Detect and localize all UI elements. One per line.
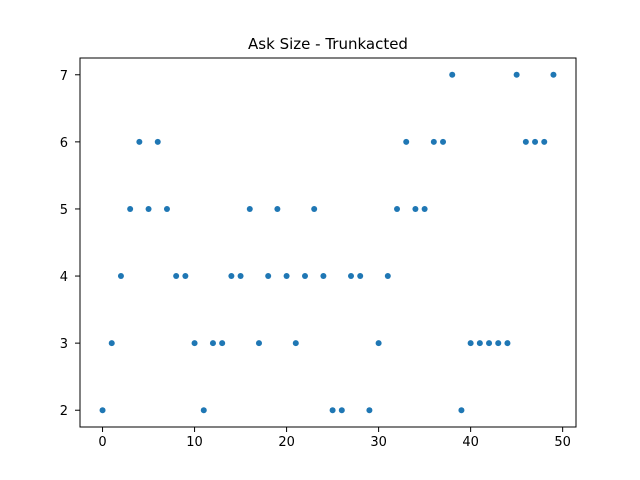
data-point bbox=[191, 340, 198, 347]
data-point bbox=[394, 205, 401, 212]
y-tick-label: 4 bbox=[60, 270, 68, 285]
data-point bbox=[329, 407, 336, 414]
data-point bbox=[403, 138, 410, 145]
data-point bbox=[265, 273, 272, 280]
y-tick-label: 6 bbox=[60, 136, 68, 151]
axis-ticks: 0 10 20 30 40 50 2 3 4 5 6 7 bbox=[60, 69, 571, 450]
data-point bbox=[458, 407, 465, 414]
data-point bbox=[228, 273, 235, 280]
data-point bbox=[219, 340, 226, 347]
x-tick-label: 30 bbox=[370, 435, 387, 450]
data-point bbox=[274, 205, 281, 212]
y-tick-label: 7 bbox=[60, 69, 68, 84]
data-point bbox=[173, 273, 180, 280]
x-tick-label: 10 bbox=[186, 435, 203, 450]
x-tick-label: 40 bbox=[462, 435, 479, 450]
data-point bbox=[99, 407, 106, 414]
data-point bbox=[338, 407, 345, 414]
data-point bbox=[237, 273, 244, 280]
data-point bbox=[108, 340, 115, 347]
data-point bbox=[495, 340, 502, 347]
data-point bbox=[154, 138, 161, 145]
data-point bbox=[412, 205, 419, 212]
data-point bbox=[440, 138, 447, 145]
plot-area-frame bbox=[79, 57, 577, 428]
data-point bbox=[182, 273, 189, 280]
data-point bbox=[430, 138, 437, 145]
chart-title: Ask Size - Trunkacted bbox=[248, 35, 408, 53]
data-point bbox=[476, 340, 483, 347]
data-point bbox=[348, 273, 355, 280]
x-tick-label: 20 bbox=[278, 435, 295, 450]
y-tick-label: 2 bbox=[60, 404, 68, 419]
data-point bbox=[513, 71, 520, 78]
data-point bbox=[255, 340, 262, 347]
data-point bbox=[486, 340, 493, 347]
data-point bbox=[357, 273, 364, 280]
data-point bbox=[200, 407, 207, 414]
data-point bbox=[550, 71, 557, 78]
data-point bbox=[163, 205, 170, 212]
data-point bbox=[541, 138, 548, 145]
y-tick-label: 5 bbox=[60, 203, 68, 218]
data-point bbox=[127, 205, 134, 212]
data-point bbox=[449, 71, 456, 78]
y-tick-label: 3 bbox=[60, 337, 68, 352]
data-points bbox=[99, 71, 557, 414]
data-point bbox=[532, 138, 539, 145]
data-point bbox=[504, 340, 511, 347]
data-point bbox=[320, 273, 327, 280]
data-point bbox=[145, 205, 152, 212]
data-point bbox=[117, 273, 124, 280]
data-point bbox=[292, 340, 299, 347]
x-tick-label: 50 bbox=[554, 435, 571, 450]
data-point bbox=[283, 273, 290, 280]
data-point bbox=[136, 138, 143, 145]
data-point bbox=[384, 273, 391, 280]
data-point bbox=[301, 273, 308, 280]
data-point bbox=[421, 205, 428, 212]
data-point bbox=[366, 407, 373, 414]
data-point bbox=[375, 340, 382, 347]
data-point bbox=[467, 340, 474, 347]
data-point bbox=[311, 205, 318, 212]
data-point bbox=[209, 340, 216, 347]
x-tick-label: 0 bbox=[98, 435, 106, 450]
data-point bbox=[522, 138, 529, 145]
data-point bbox=[246, 205, 253, 212]
